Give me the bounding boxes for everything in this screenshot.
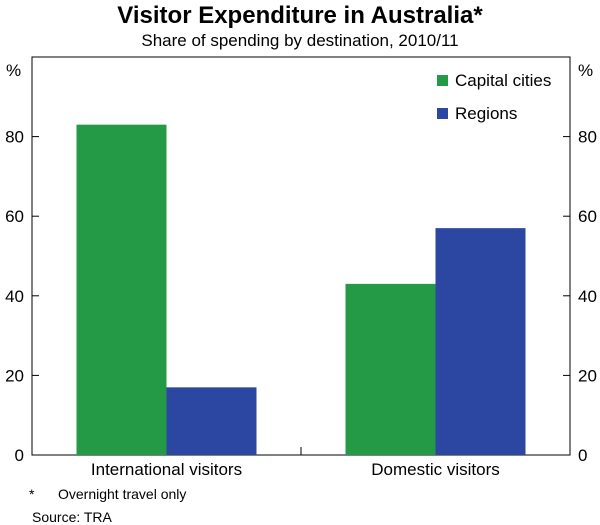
y-tick-label-left: 80 — [5, 128, 24, 147]
legend-swatch-regions — [437, 108, 448, 119]
y-unit-right: % — [578, 61, 593, 80]
chart-subtitle: Share of spending by destination, 2010/1… — [141, 31, 459, 50]
y-tick-label-right: 20 — [578, 366, 597, 385]
bars-group — [76, 124, 526, 455]
y-tick-label-right: 0 — [578, 446, 587, 465]
y-tick-label-left: 60 — [5, 207, 24, 226]
bar-capital-cities-0 — [76, 124, 167, 455]
y-tick-label-right: 40 — [578, 287, 597, 306]
legend-label-regions: Regions — [455, 104, 517, 123]
x-tick-label: Domestic visitors — [371, 460, 499, 479]
legend-label-capital-cities: Capital cities — [455, 71, 551, 90]
bar-regions-1 — [435, 228, 526, 455]
y-tick-label-right: 80 — [578, 128, 597, 147]
bar-capital-cities-1 — [345, 283, 436, 455]
legend-swatch-capital-cities — [437, 75, 448, 86]
ticks-group: International visitors Domestic visitors 0… — [5, 61, 597, 479]
y-tick-label-right: 60 — [578, 207, 597, 226]
y-tick-label-left: 40 — [5, 287, 24, 306]
chart-title: Visitor Expenditure in Australia* — [117, 2, 483, 29]
y-tick-label-left: 0 — [15, 446, 24, 465]
legend: Capital cities Regions — [437, 71, 551, 123]
source-note: Source: TRA — [32, 509, 112, 525]
footnote-marker: * — [29, 486, 35, 502]
x-tick-label: International visitors — [91, 460, 242, 479]
y-tick-label-left: 20 — [5, 366, 24, 385]
bar-regions-0 — [166, 387, 257, 455]
y-unit-left: % — [6, 61, 21, 80]
footnote-text: Overnight travel only — [58, 486, 187, 502]
